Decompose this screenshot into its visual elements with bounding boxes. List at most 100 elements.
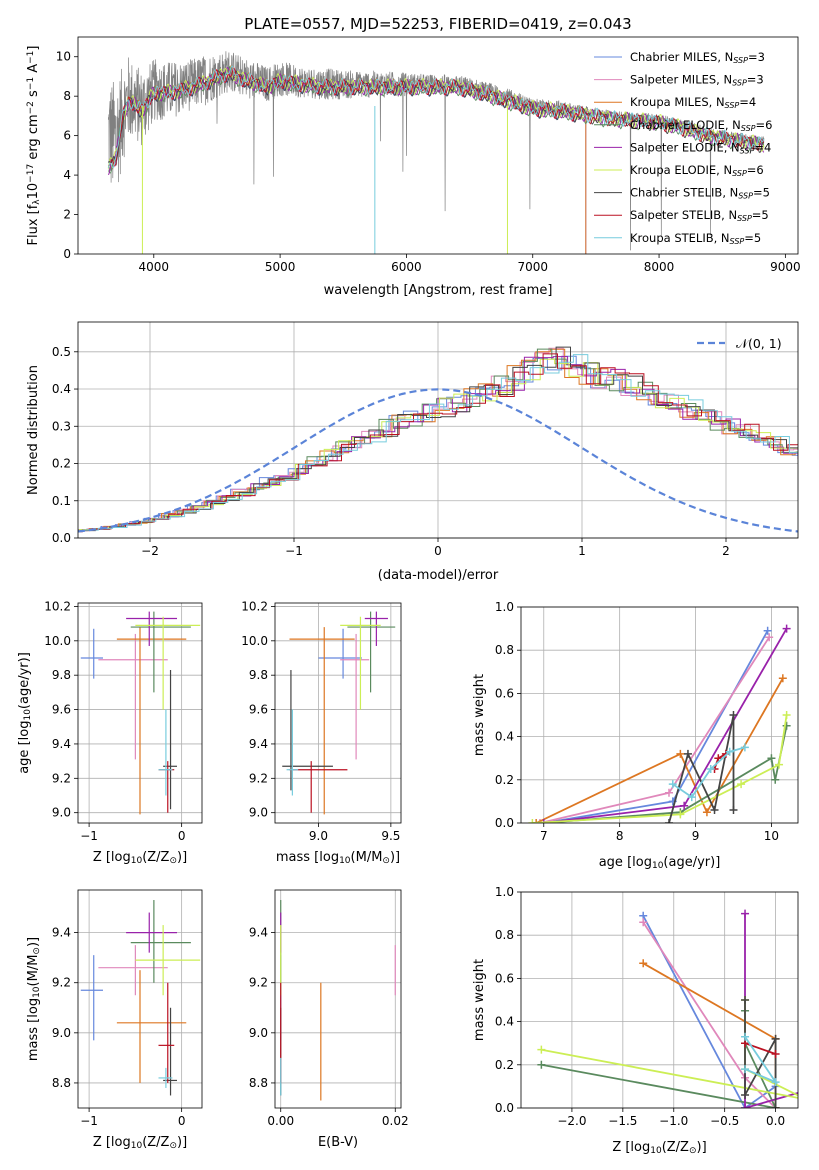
y-tick-label: 0.3 bbox=[52, 419, 71, 433]
x-tick-label: −1.0 bbox=[659, 1114, 688, 1128]
errorbar-kroupa-stelib bbox=[158, 1067, 173, 1088]
errorbar-kroupa-elodie bbox=[135, 616, 201, 710]
y-tick-label: 9.6 bbox=[52, 703, 71, 717]
y-axis-label: Normed distribution bbox=[26, 365, 41, 495]
series-kroupa-elodie bbox=[528, 711, 791, 823]
model-line-kroupa-stelib bbox=[107, 65, 765, 169]
y-tick-label: 0.2 bbox=[495, 1058, 514, 1072]
y-tick-label: 0.6 bbox=[495, 971, 514, 985]
axes-age-vs-z: −1 0 9.0 9.2 9.4 9.6 9.8 10.0 10.2 Z [log10(Z/Z⊙)… bbox=[17, 599, 203, 866]
y-axis-label: mass [log10(M/M⊙)] bbox=[26, 937, 42, 1061]
y-tick-label: 8 bbox=[63, 89, 71, 103]
x-axis-label: (data-model)/error bbox=[378, 568, 499, 583]
series-marker bbox=[528, 819, 537, 823]
x-tick-label: 0.0 bbox=[766, 1114, 785, 1128]
y-tick-label: 9.8 bbox=[52, 668, 71, 682]
y-tick-label: 1.0 bbox=[495, 600, 514, 614]
y-tick-label: 9.8 bbox=[249, 668, 268, 682]
series-marker bbox=[741, 1065, 750, 1074]
series-marker bbox=[639, 918, 648, 927]
x-axis-label: Z [log10(Z/Z⊙)] bbox=[612, 1140, 706, 1156]
legend-label: Kroupa STELIB, NSSP=5 bbox=[630, 231, 761, 246]
series-marker bbox=[775, 760, 784, 769]
axes-frame bbox=[77, 36, 799, 255]
axes-frame bbox=[274, 602, 402, 824]
y-tick-label: 0.2 bbox=[495, 773, 514, 787]
errorbar-chabrier-miles bbox=[318, 628, 362, 679]
x-tick-label: 0 bbox=[178, 829, 186, 843]
series-marker bbox=[741, 1104, 750, 1108]
series-marker bbox=[782, 624, 791, 633]
series-line bbox=[642, 962, 777, 1108]
x-tick-label: 8 bbox=[616, 829, 624, 843]
grid-weight-vs-age bbox=[521, 606, 798, 824]
x-axis-label: wavelength [Angstrom, rest frame] bbox=[324, 283, 553, 298]
x-tick-label: 4000 bbox=[139, 260, 170, 274]
histogram-kroupa-miles bbox=[78, 348, 798, 531]
series-marker bbox=[729, 806, 738, 815]
legend-label: 𝒩(0, 1) bbox=[736, 336, 782, 351]
y-tick-label: 9.0 bbox=[249, 806, 268, 820]
axes-frame bbox=[274, 889, 402, 1109]
x-tick-label: −1 bbox=[80, 829, 98, 843]
axes-weight-vs-age: 7 8 9 10 0.0 0.2 0.4 0.6 0.8 1.0 age [log10(age/yr… bbox=[472, 600, 799, 871]
series-marker bbox=[729, 711, 738, 719]
x-axis-label: E(B-V) bbox=[318, 1135, 358, 1150]
plot-area-spectrum bbox=[107, 51, 765, 254]
series-marker bbox=[639, 959, 648, 968]
y-tick-label: 9.0 bbox=[249, 1026, 268, 1040]
series-marker bbox=[706, 765, 715, 773]
axes-frame bbox=[77, 889, 203, 1109]
grid-age-vs-mass bbox=[275, 603, 401, 823]
model-line-salpeter-elodie bbox=[107, 66, 765, 176]
x-tick-label: 9.0 bbox=[309, 829, 328, 843]
series-marker bbox=[771, 1050, 780, 1058]
y-tick-label: 9.2 bbox=[52, 771, 71, 785]
y-tick-label: 9.0 bbox=[52, 806, 71, 820]
series-line bbox=[642, 921, 777, 1108]
histogram-salpeter-stelib bbox=[78, 353, 798, 533]
series-marker bbox=[763, 626, 772, 635]
y-tick-label: 0.8 bbox=[495, 928, 514, 942]
y-tick-label: 10.2 bbox=[44, 599, 71, 613]
x-tick-label: −2 bbox=[141, 544, 159, 558]
errorbar-kroupa-elodie bbox=[340, 616, 381, 710]
plot-area-mass-vs-ebv bbox=[280, 900, 396, 1101]
y-tick-label: 9.4 bbox=[249, 926, 268, 940]
series-salpeter-elodie bbox=[539, 624, 791, 823]
y-tick-label: 9.2 bbox=[52, 976, 71, 990]
axes-weight-vs-z: −2.0 −1.5 −1.0 −0.5 0.0 0.0 0.2 0.4 0.6 0.8 1.0 Z [… bbox=[472, 885, 810, 1156]
x-tick-label: 5000 bbox=[265, 260, 296, 274]
series-line bbox=[541, 1010, 777, 1108]
legend-label: Salpeter STELIB, NSSP=5 bbox=[630, 208, 769, 223]
series-marker bbox=[710, 806, 719, 815]
y-tick-label: 0.5 bbox=[52, 345, 71, 359]
series-salpeter-miles bbox=[639, 918, 780, 1108]
series-kroupa-stelib bbox=[668, 743, 749, 802]
series-marker bbox=[802, 1095, 810, 1103]
series-marker bbox=[680, 801, 689, 810]
series-salpeter-miles bbox=[535, 633, 774, 823]
x-tick-label: 0 bbox=[434, 544, 442, 558]
series-chabrier-elodie bbox=[539, 721, 791, 823]
y-tick-label: 8.8 bbox=[52, 1076, 71, 1090]
y-axis-label: mass weight bbox=[472, 959, 487, 1041]
legend-spectrum: Chabrier MILES, NSSP=3 Salpeter MILES, NS… bbox=[594, 50, 772, 246]
series-kroupa-stelib bbox=[741, 1032, 780, 1087]
series-marker bbox=[676, 810, 685, 819]
plot-area-age-vs-z bbox=[80, 611, 201, 815]
y-tick-label: 9.2 bbox=[249, 771, 268, 785]
errorbar-chabrier-elodie bbox=[347, 611, 396, 693]
histogram-chabrier-stelib bbox=[78, 346, 798, 532]
legend-label: Chabrier ELODIE, NSSP=6 bbox=[630, 118, 772, 133]
y-tick-label: 8.8 bbox=[249, 1076, 268, 1090]
series-line bbox=[744, 1036, 779, 1085]
x-tick-label: −1 bbox=[285, 544, 303, 558]
series-marker bbox=[782, 711, 791, 719]
y-tick-label: 10.2 bbox=[241, 599, 268, 613]
series-marker bbox=[539, 819, 548, 823]
errorbar-salpeter-miles bbox=[98, 633, 168, 760]
errorbar-salpeter-stelib bbox=[158, 982, 175, 1083]
series-line bbox=[539, 636, 770, 823]
plot-area-weight-vs-z bbox=[537, 909, 810, 1108]
